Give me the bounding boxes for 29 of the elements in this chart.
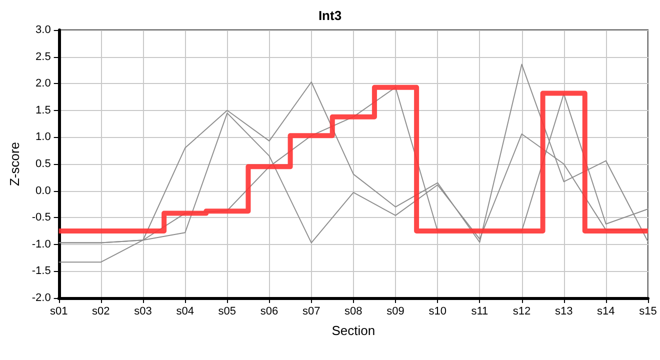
- x-axis-title: Section: [332, 323, 376, 338]
- y-tick-label: 1.5: [36, 104, 51, 116]
- x-tick-label: s01: [50, 306, 68, 318]
- x-tick-label: s02: [92, 306, 110, 318]
- x-tick-label: s09: [386, 306, 404, 318]
- x-tick-label: s03: [134, 306, 152, 318]
- x-tick-label: s06: [260, 306, 278, 318]
- x-tick-label: s07: [302, 306, 320, 318]
- x-tick-label: s08: [344, 306, 362, 318]
- y-tick-label: -2.0: [32, 292, 51, 304]
- y-tick-label: -0.5: [32, 212, 51, 224]
- y-tick-label: 2.0: [36, 78, 51, 90]
- y-tick-label: 0.0: [36, 184, 51, 197]
- x-tick-label: s13: [554, 306, 573, 318]
- y-tick-label: 0.5: [36, 158, 51, 170]
- x-tick-label: s15: [639, 306, 657, 318]
- x-tick-label: s05: [218, 306, 236, 318]
- x-tick-label: s11: [471, 306, 488, 318]
- y-tick-label: 3.0: [36, 24, 51, 36]
- y-tick-label: 2.5: [36, 50, 51, 63]
- y-tick-label: 1.0: [36, 131, 51, 144]
- chart-title: Int3: [318, 8, 342, 23]
- x-tick-label: s04: [176, 306, 194, 318]
- x-tick-label: s10: [428, 306, 446, 318]
- y-axis-title: Z-score: [7, 142, 22, 186]
- x-tick-label: s12: [512, 306, 531, 318]
- x-tick-label: s14: [597, 306, 615, 318]
- y-tick-label: -1.5: [32, 265, 51, 278]
- y-tick-label: -1.0: [32, 238, 51, 250]
